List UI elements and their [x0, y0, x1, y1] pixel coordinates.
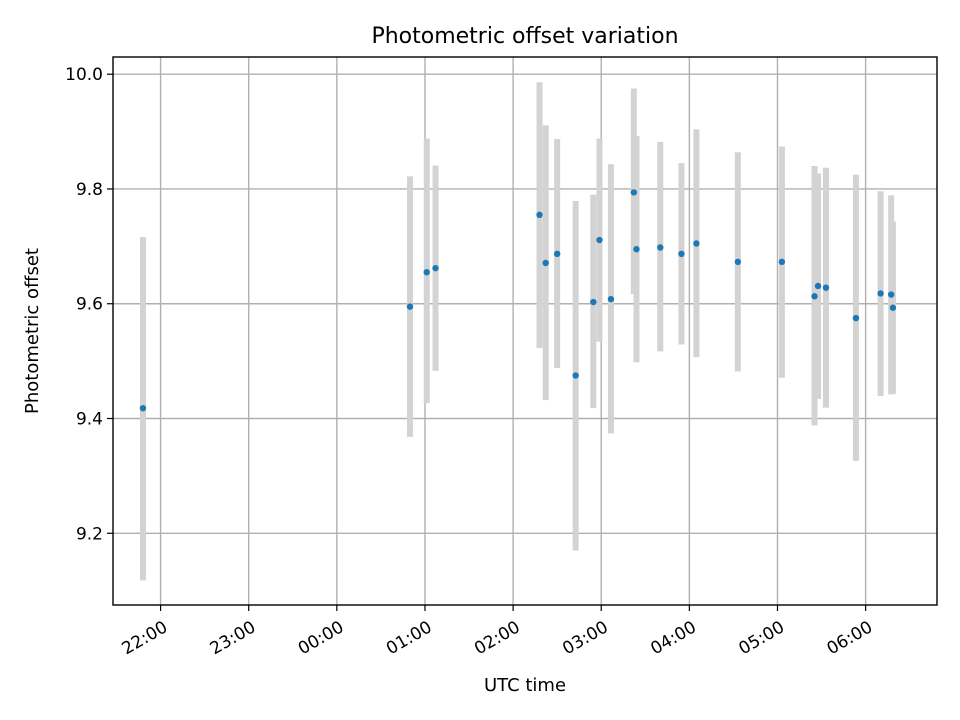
x-tick-label: 04:00	[647, 617, 699, 659]
errorbars	[139, 82, 896, 581]
data-point	[657, 244, 664, 251]
y-tick-label: 9.2	[76, 524, 103, 544]
data-point	[678, 250, 685, 258]
data-point	[822, 284, 830, 291]
x-axis-label: UTC time	[484, 675, 566, 696]
y-axis-label: Photometric offset	[22, 248, 43, 414]
y-tick-label: 9.8	[76, 180, 103, 200]
chart-title: Photometric offset variation	[371, 24, 678, 49]
data-points	[139, 189, 897, 412]
data-point	[139, 404, 147, 412]
y-tick-label: 9.6	[76, 295, 103, 315]
x-tick-label: 05:00	[736, 617, 788, 659]
x-tick-label: 23:00	[207, 617, 259, 659]
data-point	[423, 268, 430, 276]
data-point	[633, 246, 640, 253]
data-point	[542, 259, 549, 267]
data-point	[693, 240, 700, 247]
data-point	[432, 264, 439, 272]
data-point	[590, 298, 597, 306]
data-point	[553, 250, 561, 258]
data-point	[889, 304, 897, 311]
x-tick-label: 22:00	[119, 617, 171, 659]
data-point	[877, 290, 884, 297]
x-tick-label: 02:00	[471, 617, 523, 659]
x-axis-ticks: 22:00 23:00 00:00 01:00 02:00 03:00 04:00 05:00…	[119, 605, 876, 659]
x-tick-label: 06:00	[824, 617, 876, 659]
y-tick-label: 9.4	[76, 410, 103, 430]
data-point	[852, 314, 860, 322]
data-point	[814, 282, 822, 290]
data-point	[778, 258, 786, 266]
plot-frame	[112, 56, 938, 606]
x-tick-label: 01:00	[383, 617, 435, 659]
data-point	[887, 291, 895, 298]
data-point	[596, 236, 603, 244]
data-point	[572, 372, 579, 379]
data-point	[734, 258, 742, 266]
data-point	[607, 295, 615, 303]
data-point	[536, 211, 543, 219]
y-tick-label: 10.0	[65, 65, 103, 85]
x-tick-label: 00:00	[295, 617, 347, 659]
x-tick-label: 03:00	[559, 617, 611, 659]
data-point	[811, 293, 818, 300]
data-point	[406, 303, 414, 310]
y-axis-ticks: 9.2 9.4 9.6 9.8 10.0	[65, 65, 113, 544]
data-point	[630, 189, 638, 196]
